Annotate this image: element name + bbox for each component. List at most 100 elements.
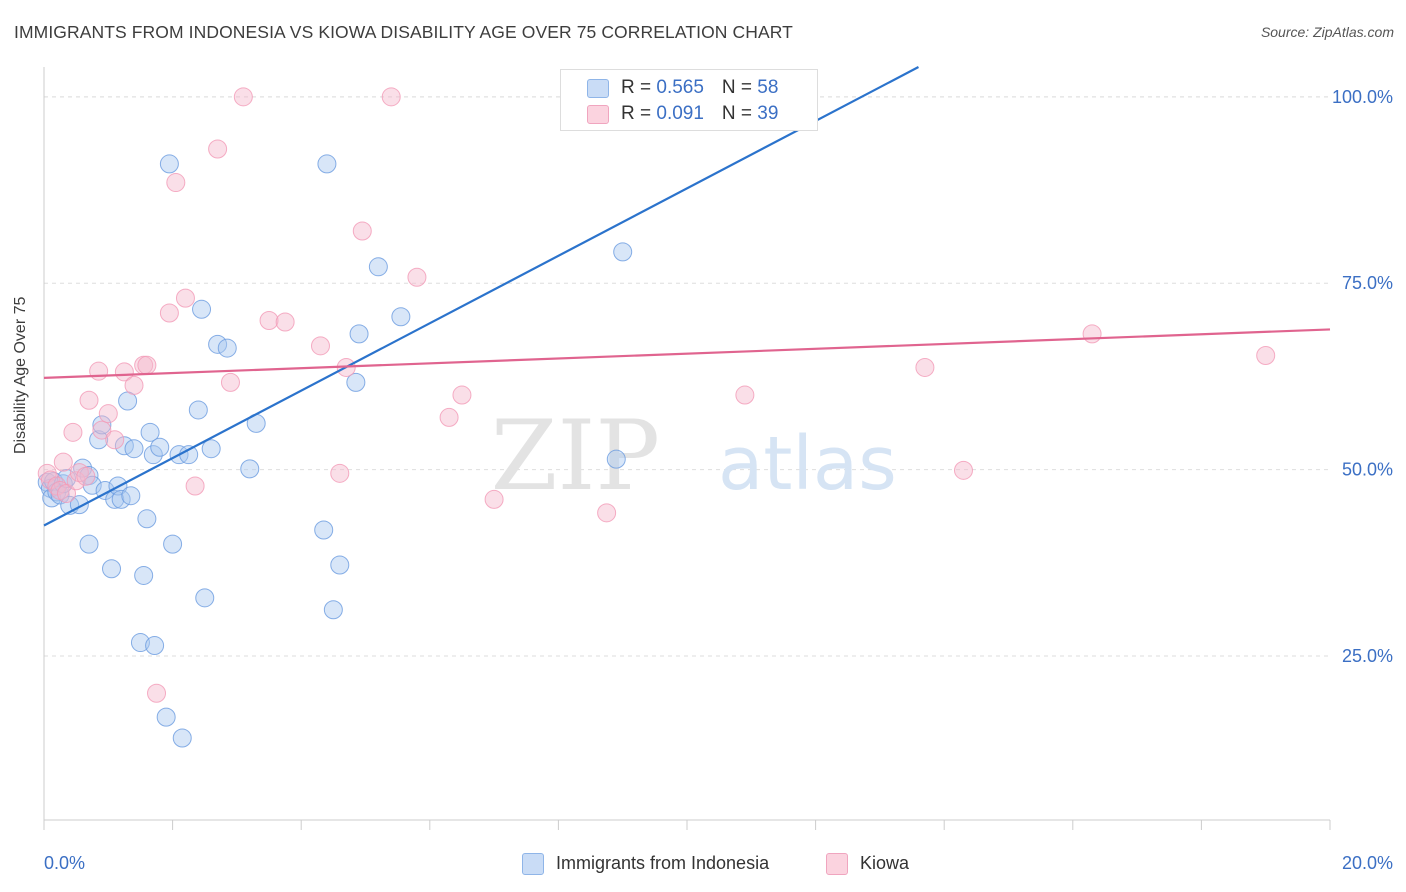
data-point-kiowa xyxy=(98,404,118,424)
data-point-indonesia xyxy=(145,636,165,656)
data-point-kiowa xyxy=(407,267,427,287)
data-point-indonesia xyxy=(240,459,260,479)
data-point-indonesia xyxy=(57,469,77,489)
data-point-kiowa xyxy=(185,476,205,496)
y-tick-label: 25.0% xyxy=(1342,646,1393,666)
trend-line-kiowa xyxy=(43,328,1331,379)
data-point-kiowa xyxy=(1256,346,1276,366)
data-point-kiowa xyxy=(597,503,617,523)
data-point-indonesia xyxy=(79,534,99,554)
watermark-zip: ZIP xyxy=(491,400,660,512)
data-point-indonesia xyxy=(192,299,212,319)
data-point-kiowa xyxy=(484,489,504,509)
data-point-kiowa xyxy=(63,422,83,442)
data-point-kiowa xyxy=(352,221,372,241)
data-point-kiowa xyxy=(147,683,167,703)
data-point-indonesia xyxy=(163,534,183,554)
trend-line-indonesia xyxy=(43,66,919,527)
data-point-indonesia xyxy=(195,588,215,608)
data-point-indonesia xyxy=(124,439,144,459)
data-point-indonesia xyxy=(323,600,343,620)
data-point-indonesia xyxy=(391,307,411,327)
legend-r-value: 0.565 xyxy=(656,77,704,98)
data-point-indonesia xyxy=(92,415,112,435)
legend-n-label: N = xyxy=(721,77,758,98)
data-point-kiowa xyxy=(439,407,459,427)
legend-r-value: 0.091 xyxy=(656,103,704,124)
data-point-kiowa xyxy=(735,385,755,405)
data-point-indonesia xyxy=(143,445,163,465)
data-point-kiowa xyxy=(175,288,195,308)
bottom-legend-label-indonesia: Immigrants from Indonesia xyxy=(556,853,770,873)
data-point-indonesia xyxy=(156,707,176,727)
data-point-kiowa xyxy=(159,303,179,323)
chart-title: IMMIGRANTS FROM INDONESIA VS KIOWA DISAB… xyxy=(14,22,793,42)
data-point-indonesia xyxy=(102,559,122,579)
data-point-indonesia xyxy=(179,445,199,465)
data-point-kiowa xyxy=(310,336,330,356)
legend-n-label: N = xyxy=(721,103,758,124)
data-point-kiowa xyxy=(105,430,125,450)
legend-swatch-kiowa xyxy=(587,105,609,124)
bottom-legend-label-kiowa: Kiowa xyxy=(860,853,910,873)
x-tick-label-min: 0.0% xyxy=(44,853,85,873)
data-point-indonesia xyxy=(159,154,179,174)
data-point-indonesia xyxy=(140,422,160,442)
data-point-indonesia xyxy=(346,372,366,392)
data-point-indonesia xyxy=(314,520,334,540)
data-point-indonesia xyxy=(111,489,131,509)
data-point-kiowa xyxy=(381,87,401,107)
bottom-legend-swatch-indonesia xyxy=(522,853,544,875)
x-tick-label-max: 20.0% xyxy=(1342,853,1393,873)
data-point-kiowa xyxy=(953,460,973,480)
data-point-kiowa xyxy=(76,466,96,486)
stats-legend: R = 0.565 N = 58 R = 0.091 N = 39 xyxy=(560,69,818,131)
data-point-kiowa xyxy=(53,452,73,472)
data-point-indonesia xyxy=(134,565,154,585)
data-point-indonesia xyxy=(349,324,369,344)
data-point-kiowa xyxy=(452,385,472,405)
data-point-indonesia xyxy=(130,633,150,653)
data-point-kiowa xyxy=(259,310,279,330)
data-point-indonesia xyxy=(121,486,141,506)
legend-r-label: R = xyxy=(621,103,657,124)
data-point-indonesia xyxy=(188,400,208,420)
data-point-kiowa xyxy=(330,463,350,483)
data-point-kiowa xyxy=(1082,324,1102,344)
data-point-indonesia xyxy=(606,449,626,469)
data-point-kiowa xyxy=(137,355,157,375)
legend-r-label: R = xyxy=(621,77,657,98)
data-point-kiowa xyxy=(89,361,109,381)
data-point-kiowa xyxy=(114,362,134,382)
data-point-kiowa xyxy=(275,312,295,332)
data-point-indonesia xyxy=(137,509,157,529)
legend-n-value: 39 xyxy=(757,103,779,124)
data-point-kiowa xyxy=(233,87,253,107)
data-point-kiowa xyxy=(92,420,112,440)
source-credit: Source: ZipAtlas.com xyxy=(1260,24,1394,40)
data-point-indonesia xyxy=(150,437,170,457)
data-point-indonesia xyxy=(172,728,192,748)
y-tick-label: 50.0% xyxy=(1342,460,1393,480)
bottom-legend-swatch-kiowa xyxy=(826,853,848,875)
data-point-indonesia xyxy=(201,439,221,459)
legend-swatch-indonesia xyxy=(587,79,609,98)
data-point-indonesia xyxy=(613,242,633,262)
data-point-kiowa xyxy=(57,483,77,503)
data-point-kiowa xyxy=(208,139,228,159)
legend-n-value: 58 xyxy=(757,77,779,98)
y-tick-label: 75.0% xyxy=(1342,273,1393,293)
data-point-kiowa xyxy=(79,390,99,410)
data-point-indonesia xyxy=(368,257,388,277)
data-point-indonesia xyxy=(208,334,228,354)
data-point-kiowa xyxy=(69,463,89,483)
data-point-kiowa xyxy=(166,173,186,193)
watermark-atlas: atlas xyxy=(718,421,897,507)
data-point-kiowa xyxy=(124,375,144,395)
data-point-indonesia xyxy=(330,555,350,575)
data-point-kiowa xyxy=(915,357,935,377)
y-tick-label: 100.0% xyxy=(1332,87,1393,107)
data-point-indonesia xyxy=(317,154,337,174)
data-point-kiowa xyxy=(220,372,240,392)
